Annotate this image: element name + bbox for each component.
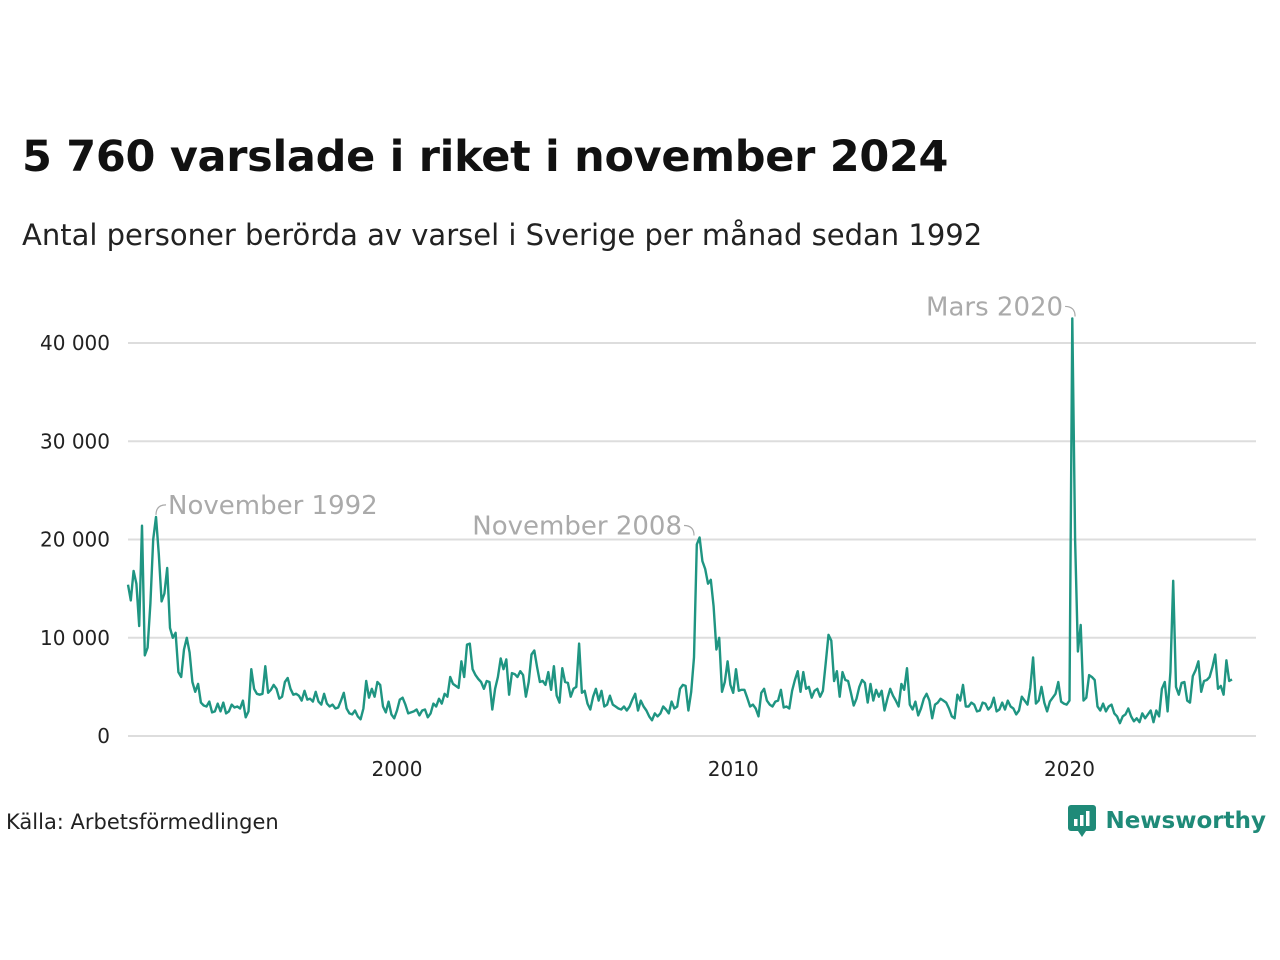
y-axis-ticks: 0 10 000 20 000 30 000 40 000 [40, 331, 110, 748]
y-tick-label: 30 000 [40, 429, 110, 453]
annotation-connector [1065, 305, 1076, 317]
grid-lines [128, 342, 1256, 737]
x-tick-label: 2010 [708, 757, 759, 781]
source-note: Källa: Arbetsförmedlingen [6, 810, 279, 834]
annotation-connector [683, 524, 695, 536]
y-tick-label: 10 000 [40, 626, 110, 650]
annotation-label: November 2008 [472, 512, 682, 542]
series-line [126, 317, 1233, 725]
x-tick-label: 2000 [372, 757, 423, 781]
annotations: November 1992 November 2008 Mars 2020 [155, 292, 1076, 542]
x-tick-label: 2020 [1044, 757, 1095, 781]
y-tick-label: 40 000 [40, 331, 110, 355]
brand-logo: Newsworthy [1067, 804, 1266, 838]
line-chart: 0 10 000 20 000 30 000 40 000 2000 2010 2020 N… [40, 292, 1256, 781]
x-axis-ticks: 2000 2010 2020 [372, 757, 1095, 781]
newsworthy-logo-icon [1068, 805, 1097, 837]
annotation-label: Mars 2020 [926, 292, 1063, 322]
y-tick-label: 0 [97, 724, 110, 748]
annotation-connector [155, 504, 167, 515]
brand-name: Newsworthy [1105, 808, 1266, 834]
chart-title: 5 760 varslade i riket i november 2024 [22, 132, 949, 182]
chart-subtitle: Antal personer berörda av varsel i Sveri… [22, 218, 983, 252]
annotation-label: November 1992 [168, 491, 378, 521]
y-tick-label: 20 000 [40, 528, 110, 552]
